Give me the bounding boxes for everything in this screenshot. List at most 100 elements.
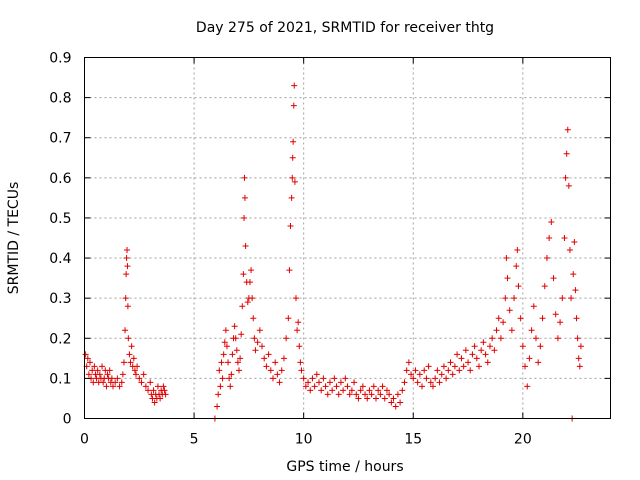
x-tick-label: 5: [190, 432, 199, 448]
data-point: [344, 383, 351, 390]
y-tick-label: 0.6: [49, 171, 71, 187]
data-point: [234, 359, 241, 366]
data-point: [297, 359, 304, 366]
data-point: [500, 319, 507, 326]
data-point: [313, 371, 320, 378]
data-point: [546, 235, 553, 241]
data-point: [530, 303, 537, 310]
data-point: [237, 355, 244, 362]
data-point: [329, 387, 336, 394]
data-point: [478, 347, 485, 354]
data-point: [215, 391, 222, 398]
data-point: [214, 403, 221, 410]
data-point: [244, 299, 251, 306]
data-point: [335, 391, 342, 398]
data-point: [469, 351, 476, 358]
data-point: [160, 383, 167, 390]
x-tick-label: 20: [514, 432, 532, 448]
data-point: [526, 355, 533, 362]
data-point: [316, 379, 323, 386]
data-point: [351, 379, 358, 386]
data-point: [103, 383, 110, 390]
axis-ticks: [84, 57, 611, 419]
data-point: [462, 347, 469, 354]
data-point: [419, 383, 426, 390]
data-point: [289, 154, 296, 161]
data-point: [337, 379, 344, 386]
data-point: [447, 359, 454, 366]
data-point: [377, 391, 384, 398]
data-point: [85, 371, 92, 378]
data-point: [125, 335, 132, 342]
data-point: [294, 327, 301, 334]
data-point: [157, 395, 164, 402]
data-point: [357, 387, 364, 394]
data-point: [239, 303, 246, 310]
data-point: [370, 383, 377, 390]
data-point: [119, 371, 126, 378]
data-point: [114, 375, 121, 382]
data-point: [326, 379, 333, 386]
data-point: [229, 351, 236, 358]
data-point: [514, 247, 521, 254]
data-point: [309, 375, 316, 382]
data-point: [219, 375, 226, 382]
data-point: [355, 395, 362, 402]
data-point: [562, 174, 569, 181]
x-tick-label: 0: [80, 432, 89, 448]
data-point: [480, 339, 487, 346]
data-point: [408, 371, 415, 378]
data-point: [122, 327, 129, 334]
data-point: [120, 359, 127, 366]
data-point: [96, 371, 103, 378]
data-point: [570, 271, 577, 278]
data-point: [94, 367, 101, 374]
data-point: [265, 351, 272, 358]
data-point: [436, 379, 443, 386]
data-point: [99, 363, 106, 370]
data-point: [318, 387, 325, 394]
data-point: [497, 335, 504, 342]
data-point: [565, 182, 572, 189]
data-point: [410, 375, 417, 382]
data-point: [84, 355, 91, 362]
y-tick-label: 0.7: [49, 131, 71, 147]
data-point: [109, 383, 116, 390]
data-point: [288, 194, 295, 201]
data-point: [364, 395, 371, 402]
data-point: [572, 287, 579, 294]
data-point: [528, 327, 535, 334]
data-point: [486, 343, 493, 350]
y-axis-label: SRMTID / TECUs: [6, 182, 22, 295]
data-point: [414, 379, 421, 386]
data-point: [473, 355, 480, 362]
data-point: [537, 343, 544, 350]
data-point: [372, 395, 379, 402]
data-point: [554, 335, 561, 342]
data-point: [460, 363, 467, 370]
data-point: [362, 391, 369, 398]
data-point: [333, 383, 340, 390]
data-point: [383, 387, 390, 394]
y-tick-labels: 0 0.1 0.2 0.3 0.4 0.5 0.6 0.7 0.8 0.9: [49, 51, 71, 428]
data-point: [248, 267, 255, 274]
data-point: [482, 351, 489, 358]
data-point: [280, 355, 287, 362]
data-point: [220, 351, 227, 358]
data-point: [291, 82, 298, 89]
data-point: [432, 375, 439, 382]
data-point: [290, 102, 297, 109]
y-tick-label: 0.1: [49, 371, 71, 387]
grid-lines: [84, 57, 611, 419]
data-point: [131, 367, 138, 374]
data-point: [522, 363, 529, 370]
data-point: [491, 347, 498, 354]
data-point: [82, 351, 89, 358]
data-point: [566, 247, 573, 254]
data-point: [504, 275, 511, 282]
data-point: [305, 379, 312, 386]
data-point: [519, 343, 526, 350]
data-point: [550, 275, 557, 282]
data-point: [251, 335, 258, 342]
data-point: [269, 375, 276, 382]
